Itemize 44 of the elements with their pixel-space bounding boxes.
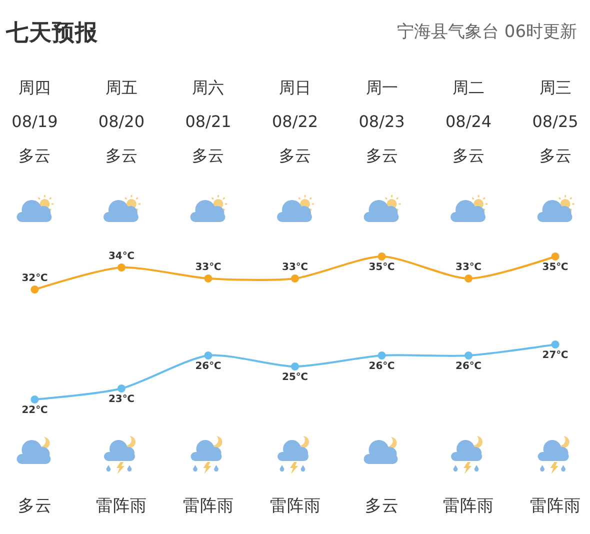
- point: [204, 352, 212, 360]
- data-label: 33℃: [456, 262, 482, 273]
- x-tick-label: 周三 08/25 多云: [532, 78, 578, 165]
- data-label: 25℃: [282, 372, 308, 383]
- text: 雷阵雨: [443, 496, 494, 515]
- data-label: 32℃: [22, 273, 48, 284]
- point: [378, 252, 386, 260]
- point: [291, 274, 299, 282]
- point: [117, 384, 126, 392]
- point: [30, 396, 39, 404]
- text: 多云: [18, 496, 52, 515]
- text: 多云: [365, 496, 399, 515]
- data-label: 33℃: [282, 262, 308, 273]
- x-tick-label: 周四 08/19 多云: [12, 78, 58, 165]
- point: [378, 352, 386, 360]
- data-label: 35℃: [542, 262, 568, 273]
- point: [464, 352, 473, 360]
- data-label: 26℃: [456, 361, 482, 372]
- text: 雷阵雨: [183, 496, 234, 515]
- x-tick-label: 周一 08/23 多云: [358, 78, 405, 165]
- point: [551, 252, 560, 260]
- text: 雷阵雨: [270, 496, 321, 515]
- point: [464, 274, 473, 282]
- data-label: 33℃: [195, 262, 222, 273]
- chart-subtitle: 宁海县气象台 06时更新: [397, 22, 578, 42]
- x-tick-label: 周六 08/21 多云: [185, 78, 232, 165]
- point: [204, 274, 212, 282]
- data-label: 22℃: [22, 405, 48, 416]
- point: [291, 362, 299, 370]
- point: [117, 264, 126, 272]
- data-label: 26℃: [368, 361, 395, 372]
- text: 雷阵雨: [96, 496, 147, 515]
- point: [551, 340, 560, 348]
- x-tick-label: 周五 08/20 多云: [98, 78, 145, 165]
- text: 雷阵雨: [530, 496, 581, 515]
- data-label: 26℃: [195, 361, 222, 372]
- x-tick-label: 周二 08/24 多云: [445, 78, 492, 165]
- point: [30, 286, 39, 294]
- chart-title: 七天预报: [5, 20, 99, 46]
- data-label: 23℃: [108, 394, 134, 405]
- data-label: 27℃: [542, 350, 568, 361]
- data-label: 34℃: [108, 251, 134, 262]
- data-label: 35℃: [368, 262, 395, 273]
- x-tick-label: 周日 08/22 多云: [272, 78, 318, 165]
